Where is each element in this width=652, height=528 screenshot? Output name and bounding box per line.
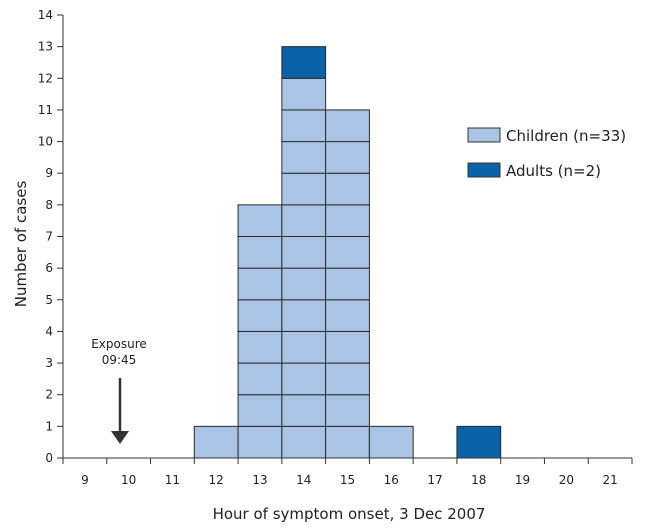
x-tick-label: 13 <box>252 473 267 487</box>
bar-cell <box>325 172 370 206</box>
bar-cell <box>193 425 239 459</box>
y-tick-label: 2 <box>45 388 53 402</box>
bar-cell <box>325 394 370 427</box>
bar-cell <box>325 299 370 332</box>
x-tick-label: 21 <box>602 473 617 487</box>
bar-cell <box>281 330 327 364</box>
x-tick-label: 14 <box>296 473 311 487</box>
y-tick-label: 11 <box>38 103 53 117</box>
legend-label-adults: Adults (n=2) <box>506 162 601 180</box>
y-tick-label: 4 <box>45 324 53 338</box>
exposure-time: 09:45 <box>102 353 137 367</box>
legend-swatch-children <box>467 127 501 143</box>
y-tick-label: 5 <box>45 293 53 307</box>
bar-cell <box>325 236 370 269</box>
y-tick-label: 13 <box>38 40 53 54</box>
bar-cell <box>281 141 327 174</box>
exposure-label: Exposure <box>91 337 147 351</box>
bar-cell <box>281 109 327 143</box>
y-axis-title: Number of cases <box>12 181 30 308</box>
bar-cell <box>237 394 283 427</box>
y-tick-label: 9 <box>45 166 53 180</box>
exposure-arrowhead <box>111 431 129 444</box>
bar-cell <box>281 299 327 332</box>
x-tick-label: 10 <box>121 473 136 487</box>
bar-cell <box>281 362 327 396</box>
y-tick-label: 12 <box>38 71 53 85</box>
bar-cell <box>325 141 370 174</box>
bar-cell <box>456 425 502 459</box>
bar-cell <box>237 362 283 396</box>
y-tick-label: 6 <box>45 261 53 275</box>
legend-swatch-adults <box>467 162 501 178</box>
x-tick-label: 11 <box>165 473 180 487</box>
x-tick-label: 15 <box>340 473 355 487</box>
bar-cell <box>281 425 327 459</box>
y-tick-label: 1 <box>45 419 53 433</box>
bar-cell <box>281 236 327 269</box>
exposure-annotation: Exposure 09:45 <box>91 337 147 444</box>
bar-cell <box>325 204 370 238</box>
bar-cell <box>281 46 327 79</box>
x-tick-label: 16 <box>384 473 399 487</box>
x-tick-label: 9 <box>81 473 89 487</box>
bar-cell <box>368 425 414 459</box>
bar-cell <box>237 204 283 238</box>
y-tick-label: 0 <box>45 451 53 465</box>
x-tick-label: 17 <box>427 473 442 487</box>
bar-cell <box>281 267 327 301</box>
y-tick-label: 10 <box>38 135 53 149</box>
legend-label-children: Children (n=33) <box>506 127 626 145</box>
bar-cell <box>325 267 370 301</box>
y-tick-label: 8 <box>45 198 53 212</box>
bar-cell <box>281 77 327 111</box>
x-tick-label: 20 <box>559 473 574 487</box>
bar-cell <box>281 394 327 427</box>
bar-cell <box>237 299 283 332</box>
bars-layer <box>193 46 502 459</box>
bar-cell <box>237 330 283 364</box>
bar-cell <box>237 425 283 459</box>
bar-cell <box>237 267 283 301</box>
bar-cell <box>281 172 327 206</box>
x-tick-label: 18 <box>471 473 486 487</box>
y-tick-label: 3 <box>45 356 53 370</box>
bar-cell <box>325 109 370 143</box>
bar-cell <box>325 425 370 459</box>
y-tick-label: 7 <box>45 230 53 244</box>
y-tick-label: 14 <box>38 8 53 22</box>
bar-cell <box>237 236 283 269</box>
bar-cell <box>325 362 370 396</box>
x-axis-title: Hour of symptom onset, 3 Dec 2007 <box>213 505 486 523</box>
bar-cell <box>281 204 327 238</box>
x-tick-label: 12 <box>209 473 224 487</box>
x-tick-label: 19 <box>515 473 530 487</box>
legend: Children (n=33) Adults (n=2) <box>467 127 626 180</box>
bar-cell <box>325 330 370 364</box>
